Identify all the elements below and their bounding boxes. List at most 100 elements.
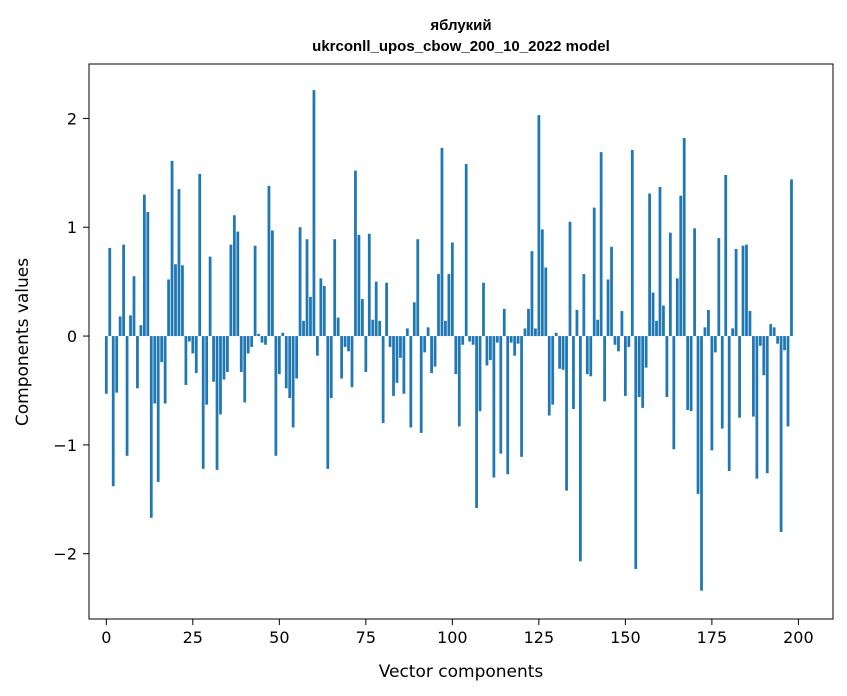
bar	[409, 336, 413, 428]
bar	[499, 336, 503, 454]
bar	[357, 234, 361, 337]
x-tick-label: 200	[783, 628, 814, 647]
bar	[475, 336, 478, 508]
bar	[298, 227, 302, 337]
bar	[502, 308, 506, 337]
bar	[364, 336, 368, 372]
bar	[734, 249, 738, 337]
bar	[125, 336, 129, 456]
y-tick-label: −2	[53, 545, 77, 564]
bar	[340, 336, 343, 379]
bar	[776, 336, 780, 344]
bar	[454, 336, 458, 375]
bar	[478, 336, 482, 412]
bar	[668, 232, 672, 337]
bar	[181, 265, 184, 337]
bar	[371, 319, 375, 337]
bar	[765, 336, 769, 474]
bar	[686, 336, 690, 411]
bar	[506, 336, 510, 475]
bar	[381, 336, 385, 424]
bar	[589, 336, 593, 377]
bar	[156, 336, 160, 482]
bar	[748, 311, 752, 337]
bar	[184, 336, 188, 386]
bar	[302, 320, 305, 337]
bar	[724, 175, 728, 337]
bar	[309, 296, 312, 337]
bar	[675, 278, 679, 337]
chart-title-line1: яблукий	[430, 17, 491, 34]
bar	[651, 292, 655, 337]
bar	[267, 185, 271, 337]
bar	[610, 246, 613, 337]
bar	[111, 336, 115, 487]
bar	[575, 309, 579, 337]
bar	[139, 325, 143, 337]
bar	[260, 336, 264, 343]
bar	[516, 336, 520, 344]
bar	[412, 302, 416, 337]
bar	[343, 336, 347, 347]
bar	[378, 320, 382, 337]
bar	[447, 274, 451, 337]
bar	[547, 336, 551, 416]
bar	[433, 336, 437, 367]
bar	[136, 336, 139, 389]
y-tick-label: 1	[67, 218, 77, 237]
bar	[284, 336, 288, 389]
bar	[731, 328, 735, 337]
bar	[461, 336, 465, 345]
bar	[551, 336, 555, 405]
bar	[191, 336, 195, 354]
bar	[585, 336, 589, 375]
bar	[772, 327, 776, 337]
bar	[599, 152, 603, 337]
bar	[319, 278, 323, 337]
bar	[385, 282, 388, 337]
bar	[129, 315, 132, 337]
bar	[132, 276, 136, 337]
bar	[769, 324, 773, 337]
bar	[118, 316, 122, 337]
bar	[540, 229, 544, 337]
bar	[513, 336, 517, 356]
bar	[239, 336, 243, 372]
y-tick-label: −1	[53, 436, 77, 455]
bar	[592, 207, 596, 337]
bar	[288, 336, 292, 399]
bar	[219, 336, 222, 415]
bar	[194, 336, 198, 374]
bar	[700, 336, 703, 591]
bar	[492, 336, 496, 478]
bar	[367, 233, 371, 337]
bar	[277, 336, 281, 375]
y-axis-ticks: −2 −1 0 1 2	[53, 109, 89, 564]
bar	[662, 305, 665, 337]
bar	[416, 239, 420, 337]
bar	[402, 336, 406, 394]
bar	[271, 230, 274, 337]
bar	[672, 336, 676, 450]
x-tick-label: 100	[437, 628, 468, 647]
bar	[689, 336, 693, 412]
bar	[395, 336, 399, 383]
bar	[717, 238, 721, 337]
bar	[243, 336, 247, 403]
bar	[738, 336, 741, 418]
bar	[374, 281, 378, 337]
bar	[253, 245, 257, 337]
bar	[316, 336, 319, 356]
bar	[167, 279, 170, 337]
bar	[641, 336, 645, 408]
bar	[527, 308, 530, 337]
bar	[758, 336, 762, 346]
bar	[606, 279, 610, 337]
bar	[620, 311, 624, 337]
bar	[495, 336, 499, 343]
bar	[658, 186, 662, 337]
plot-frame	[88, 63, 834, 620]
bar	[153, 336, 157, 404]
bar	[596, 319, 600, 337]
